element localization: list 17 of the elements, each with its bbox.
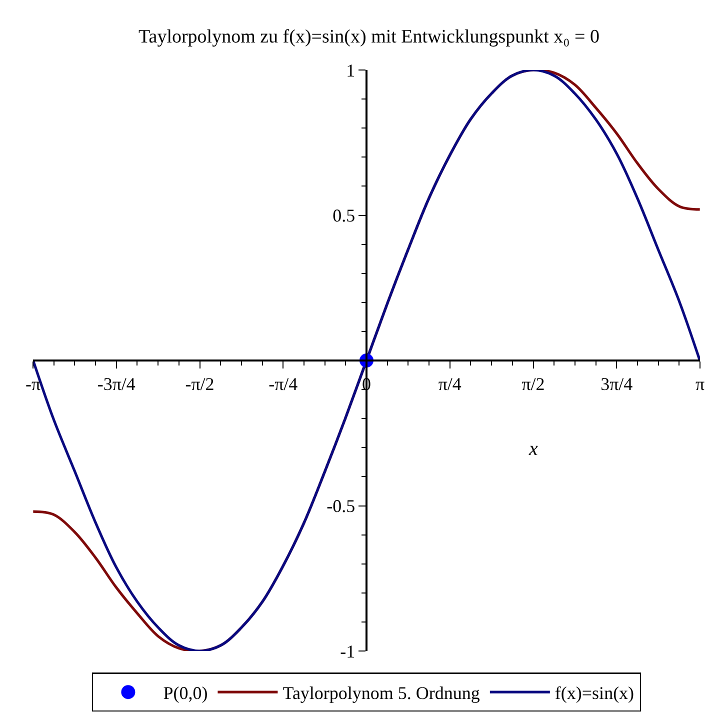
- x-tick-label: π/2: [522, 374, 545, 394]
- legend-label: Taylorpolynom 5. Ordnung: [282, 683, 480, 704]
- legend-label: f(x)=sin(x): [554, 683, 634, 704]
- x-tick-label: 3π/4: [600, 374, 633, 394]
- y-tick-label: -1: [340, 641, 356, 662]
- x-tick-label: -π: [25, 374, 41, 394]
- y-tick-label: 0.5: [332, 206, 356, 226]
- y-tick-label: -0.5: [326, 496, 356, 516]
- x-tick-label: -3π/4: [97, 374, 136, 394]
- chart-title: Taylorpolynom zu f(x)=sin(x) mit Entwicklungspunkt x₀ = 0: [138, 26, 600, 48]
- y-tick-label: 1: [346, 60, 356, 80]
- legend-label: P(0,0): [163, 683, 208, 704]
- x-tick-label: π/4: [438, 374, 462, 394]
- x-axis-title: x: [528, 438, 538, 460]
- x-tick-label: -π/2: [185, 374, 214, 394]
- x-tick-label: π: [695, 374, 705, 394]
- x-tick-label: -π/4: [268, 374, 298, 394]
